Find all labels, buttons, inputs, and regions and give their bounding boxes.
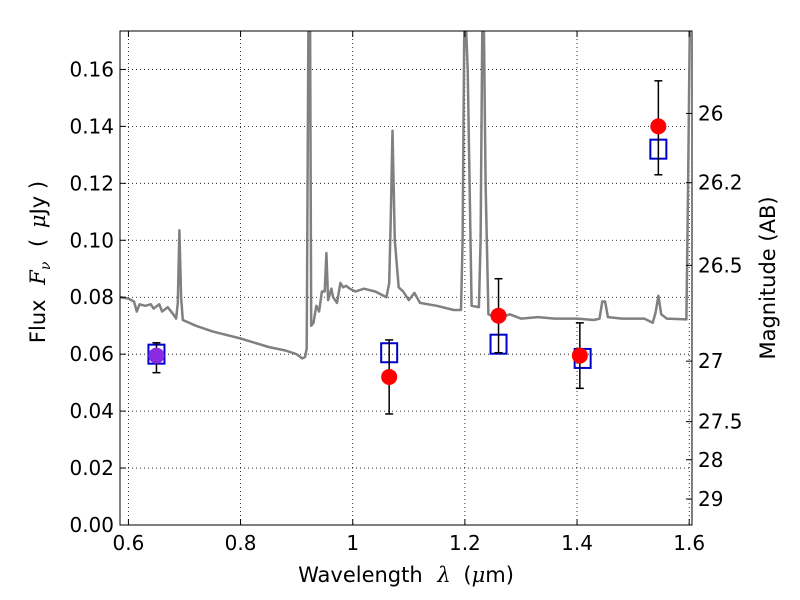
- y-tick-label: 0.16: [69, 57, 114, 81]
- y2-tick-label: 26.2: [698, 171, 743, 195]
- y2-axis-label: Magnitude (AB): [756, 196, 780, 359]
- x-tick-label: 0.8: [225, 531, 257, 555]
- y2-tick-label: 29: [698, 487, 723, 511]
- y2-tick-label: 27: [698, 349, 723, 373]
- plot-frame: [119, 30, 693, 526]
- x-tick-label: 1: [346, 531, 359, 555]
- x-axis-label: Wavelength λ (μm): [298, 563, 514, 587]
- y-tick-label: 0.10: [69, 228, 114, 252]
- observed-photometry-point: [490, 307, 507, 324]
- observed-photometry-layer: [148, 80, 667, 415]
- y-tick-label: 0.12: [69, 171, 114, 195]
- grid-lines: [120, 31, 692, 526]
- y2-tick-label: 26: [698, 101, 723, 125]
- x-tick-label: 1.2: [449, 531, 481, 555]
- y-tick-label: 0.08: [69, 285, 114, 309]
- x-tick-label: 0.6: [113, 531, 145, 555]
- y-tick-label: 0.06: [69, 342, 114, 366]
- y-tick-label: 0.00: [69, 513, 114, 537]
- model-spectrum-layer: [120, 31, 692, 360]
- x-tick-label: 1.6: [673, 531, 705, 555]
- y2-tick-label: 28: [698, 448, 723, 472]
- model-spectrum-line: [120, 31, 692, 360]
- x-axis-ticks: 0.6 0.8 1 1.2 1.4 1.6: [113, 31, 705, 555]
- observed-photometry-point: [381, 368, 398, 385]
- y-tick-label: 0.14: [69, 114, 114, 138]
- x-tick-label: 1.4: [561, 531, 593, 555]
- y-tick-label: 0.04: [69, 399, 114, 423]
- y-tick-label: 0.02: [69, 456, 114, 480]
- observed-photometry-point: [650, 118, 667, 135]
- y2-axis-ticks: 26 26.2 26.5 27 27.5 28 29: [686, 101, 743, 511]
- y2-tick-label: 27.5: [698, 410, 743, 434]
- observed-photometry-point: [571, 347, 588, 364]
- y-axis-label: Flux Fν ( μJy ): [26, 181, 55, 343]
- y-axis-ticks: 0.00 0.02 0.04 0.06 0.08 0.10 0.12 0.14 0.16: [69, 57, 126, 537]
- observed-photometry-point: [148, 347, 165, 364]
- y2-tick-label: 26.5: [698, 253, 743, 277]
